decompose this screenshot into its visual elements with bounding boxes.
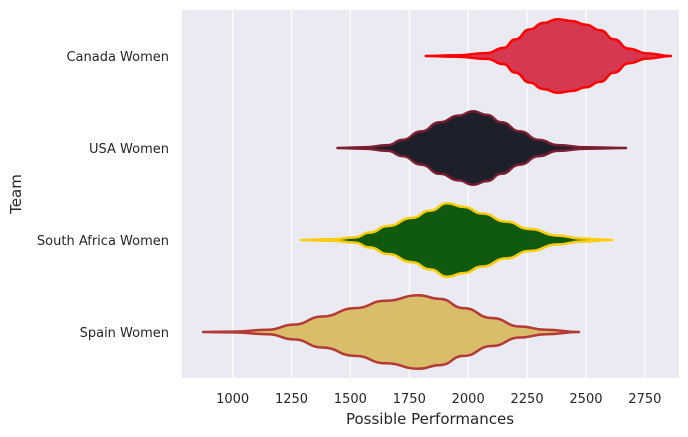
violins <box>201 17 673 371</box>
violin-usa-women <box>336 109 628 187</box>
y-tick-label: Spain Women <box>80 326 169 341</box>
x-tick-label: 1750 <box>393 392 426 407</box>
x-tick-labels: 1000 1250 1500 1750 2000 2250 2500 2750 <box>216 392 661 407</box>
y-tick-label: South Africa Women <box>37 234 169 249</box>
y-axis-label: Team <box>7 174 25 215</box>
y-tick-label: Canada Women <box>66 50 169 65</box>
x-tick-label: 2000 <box>452 392 485 407</box>
y-tick-label: USA Women <box>89 142 169 157</box>
x-tick-label: 1000 <box>216 392 249 407</box>
violin-canada-women <box>424 17 673 95</box>
x-tick-label: 1250 <box>275 392 308 407</box>
x-axis-label: Possible Performances <box>346 410 514 428</box>
x-tick-label: 2750 <box>628 392 661 407</box>
violin-south-africa-women <box>299 201 614 279</box>
y-tick-labels: Canada Women USA Women South Africa Women S… <box>37 50 169 341</box>
grid-lines <box>232 10 646 378</box>
x-tick-label: 2500 <box>569 392 602 407</box>
x-tick-label: 2250 <box>511 392 544 407</box>
x-tick-label: 1500 <box>334 392 367 407</box>
violin-spain-women <box>201 293 581 371</box>
